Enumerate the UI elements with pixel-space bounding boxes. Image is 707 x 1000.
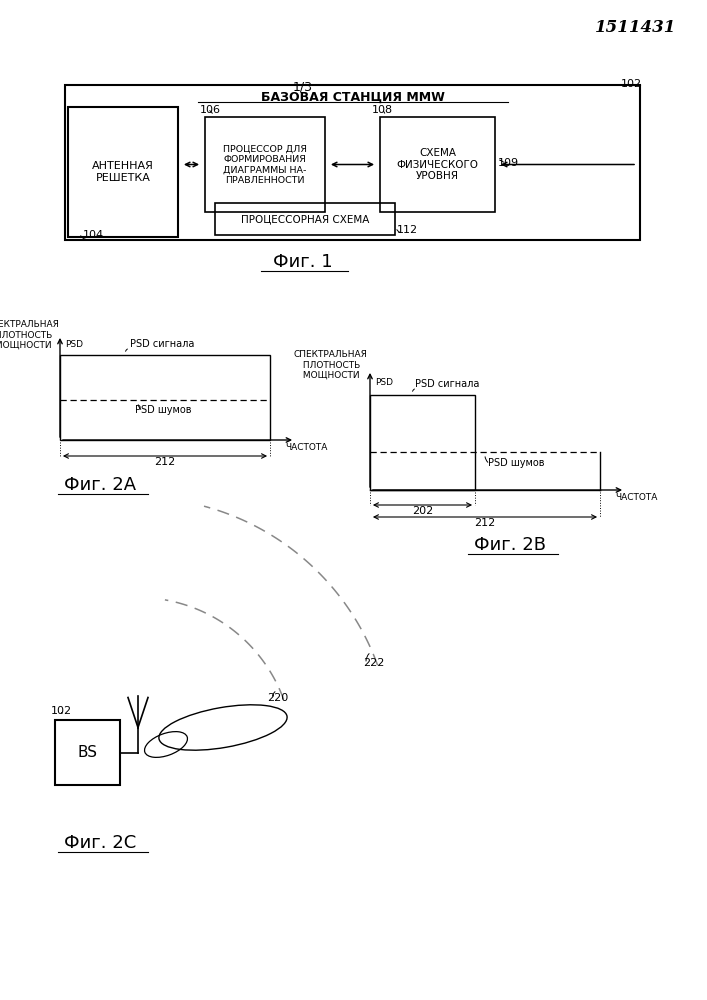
Text: ЧАСТОТА: ЧАСТОТА: [615, 493, 658, 502]
Text: БАЗОВАЯ СТАНЦИЯ MMW: БАЗОВАЯ СТАНЦИЯ MMW: [261, 91, 445, 104]
Text: 212: 212: [474, 518, 496, 528]
Text: 202: 202: [412, 506, 433, 516]
Text: 108: 108: [372, 105, 393, 115]
Text: ЧАСТОТА: ЧАСТОТА: [285, 443, 327, 452]
Text: PSD: PSD: [375, 378, 393, 387]
Text: BS: BS: [78, 745, 98, 760]
Text: СПЕКТРАЛЬНАЯ
 ПЛОТНОСТЬ
 МОЩНОСТИ: СПЕКТРАЛЬНАЯ ПЛОТНОСТЬ МОЩНОСТИ: [293, 350, 367, 380]
Text: 106: 106: [200, 105, 221, 115]
Text: СХЕМА
ФИЗИЧЕСКОГО
УРОВНЯ: СХЕМА ФИЗИЧЕСКОГО УРОВНЯ: [397, 148, 479, 181]
FancyBboxPatch shape: [55, 720, 120, 785]
Text: 220: 220: [267, 693, 288, 703]
Text: 222: 222: [363, 658, 385, 668]
Text: Фиг. 1: Фиг. 1: [273, 253, 333, 271]
Text: 102: 102: [621, 79, 642, 89]
Text: 1/3: 1/3: [293, 80, 313, 93]
Text: 104: 104: [83, 230, 104, 240]
Text: 102: 102: [51, 706, 72, 716]
Text: PSD шумов: PSD шумов: [488, 458, 544, 468]
Text: Фиг. 2А: Фиг. 2А: [64, 476, 136, 494]
Text: 109: 109: [498, 158, 519, 168]
Text: PSD шумов: PSD шумов: [135, 405, 192, 415]
Text: СПЕКТРАЛЬНАЯ
 ПЛОТНОСТЬ
 МОЩНОСТИ: СПЕКТРАЛЬНАЯ ПЛОТНОСТЬ МОЩНОСТИ: [0, 320, 59, 350]
Text: Фиг. 2В: Фиг. 2В: [474, 536, 546, 554]
Text: PSD: PSD: [65, 340, 83, 349]
Text: 1511431: 1511431: [595, 19, 677, 36]
Text: PSD сигнала: PSD сигнала: [415, 379, 479, 389]
Text: ПРОЦЕССОР ДЛЯ
ФОРМИРОВАНИЯ
ДИАГРАММЫ НА-
ПРАВЛЕННОСТИ: ПРОЦЕССОР ДЛЯ ФОРМИРОВАНИЯ ДИАГРАММЫ НА-…: [223, 144, 307, 185]
Text: 212: 212: [154, 457, 175, 467]
Text: АНТЕННАЯ
РЕШЕТКА: АНТЕННАЯ РЕШЕТКА: [92, 161, 154, 183]
Text: 112: 112: [397, 225, 418, 235]
Text: PSD сигнала: PSD сигнала: [130, 339, 194, 349]
Text: ПРОЦЕССОРНАЯ СХЕМА: ПРОЦЕССОРНАЯ СХЕМА: [241, 214, 369, 224]
Text: Фиг. 2С: Фиг. 2С: [64, 834, 136, 852]
